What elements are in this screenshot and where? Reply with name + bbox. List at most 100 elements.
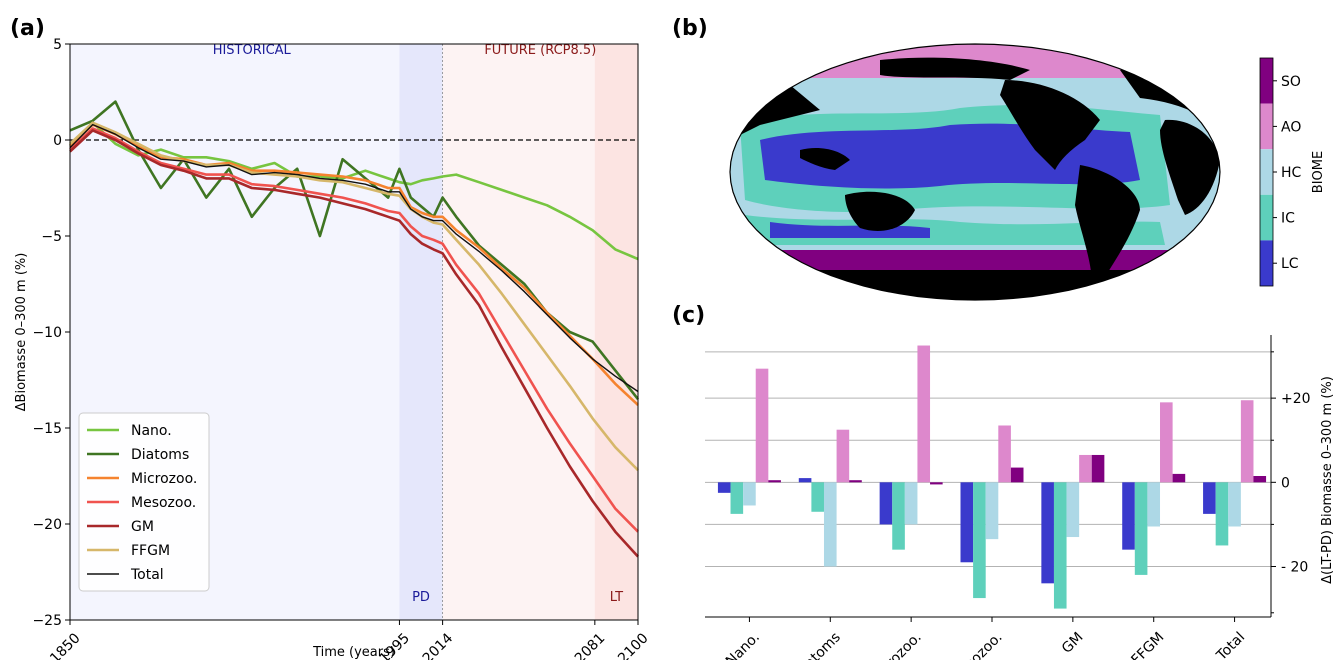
y-tick-label--5: −5 [41,229,62,245]
legend-label-mesozoo: Mesozoo. [131,495,196,511]
y-tick-label-5: 5 [53,37,62,53]
x-tick-label-mesozoo: Mesozoo. [948,629,1005,660]
y-tick-label-0: 0 [1281,475,1290,491]
bar-microzoo-hc [904,482,918,525]
legend-label-total: Total [130,567,164,583]
panel-b-biome-map: (b) SO AO HC IC LC BIOME [672,16,1326,301]
x-axis-ticks: Nano. Diatoms Microzoo. Mesozoo. GM FFGM Total [723,617,1248,660]
bar-microzoo-so [930,482,943,485]
bar-nano-lc [717,482,731,493]
bar-gm-ic [1053,482,1067,609]
x-tick-label-2081: 2081 [572,630,609,660]
colorbar-label-ao: AO [1281,119,1301,135]
colorbar-swatch-so [1260,58,1273,104]
annotation-lt: LT [610,590,623,605]
legend: Nano. Diatoms Microzoo. Mesozoo. GM FFGM Total [78,412,210,592]
y-tick-label-20: - 20 [1281,559,1308,575]
bar-diatoms-ao [836,429,850,483]
bar-microzoo-ic [892,482,905,550]
bar-mesozoo-so [1010,467,1024,483]
y-tick-label-20: +20 [1281,391,1311,407]
annotation-historical: HISTORICAL [213,43,292,58]
bar-mesozoo-lc [960,482,974,563]
bar-ffgm-hc [1147,482,1161,527]
bar-mesozoo-ao [998,425,1011,483]
panel-c-label: (c) [672,303,705,328]
colorbar-label: BIOME [1311,151,1326,193]
panel-b-label: (b) [672,16,708,41]
shading-pd [399,44,443,620]
maritime-asia-landmass [800,148,850,170]
series-line-gm [69,129,639,558]
bar-ffgm-ic [1134,482,1148,575]
legend-label-gm: GM [131,519,154,535]
world-map [730,44,1220,300]
bar-ffgm-ao [1160,402,1173,483]
bar-nano-ao [755,368,769,483]
x-tick-label-nano: Nano. [723,629,763,660]
bar-ffgm-lc [1122,482,1135,550]
bar-diatoms-ic [811,482,824,512]
y-axis-label: Δ(LT-PD) Biomasse 0–300 m (%) [1320,376,1333,584]
x-tick-label-2014: 2014 [420,630,457,660]
bar-total-so [1253,476,1267,483]
series-line-mesozoo [69,127,639,533]
x-axis-label: Time (years) [312,645,395,660]
bar-gm-so [1091,454,1105,483]
bar-gm-ao [1079,454,1092,483]
x-tick-label-diatoms: Diatoms [791,629,844,660]
legend-label-nano: Nano. [131,423,172,439]
bar-microzoo-lc [879,482,893,525]
x-tick-label-1850: 1850 [47,630,84,660]
south-america-landmass [1075,165,1140,285]
legend-label-diatoms: Diatoms [131,447,189,463]
period-annotations: HISTORICAL FUTURE (RCP8.5) PD LT [213,43,623,605]
bar-gm-hc [1066,482,1080,538]
y-axis-label: ΔBiomasse 0–300 m (%) [14,253,29,412]
colorbar-swatch-hc [1260,149,1273,195]
panel-c-bar-chart: (c) +20 0 - 20 Nano. Diatoms Microzoo. Mesozo… [672,303,1333,660]
colorbar-swatch-ao [1260,103,1273,150]
y-axis-ticks: 5 0 −5 −10 −15 −20 −25 [32,37,70,629]
colorbar-label-ic: IC [1281,211,1295,227]
bar-total-ao [1240,400,1254,483]
bars [717,345,1267,609]
colorbar-label-hc: HC [1281,165,1302,181]
arctic-landmass [880,57,1030,80]
africa-landmass [1160,119,1220,215]
y-tick-label--20: −20 [32,517,62,533]
series-line-ffgm [69,121,639,472]
bar-total-hc [1228,482,1241,527]
series-line-total [69,123,639,393]
biome-colorbar: SO AO HC IC LC [1259,57,1302,287]
bar-nano-ic [730,482,744,514]
panel-a-label: (a) [10,16,45,41]
bar-diatoms-hc [823,482,837,567]
x-tick-label-gm: GM [1059,629,1087,657]
colorbar-swatch-lc [1260,240,1273,286]
series-lines [69,100,640,558]
bar-total-lc [1203,482,1216,514]
series-line-nano [69,121,639,261]
colorbar-label-so: SO [1281,74,1301,90]
colorbar-frame [1259,57,1274,287]
annotation-pd: PD [412,590,430,605]
y-tick-label--15: −15 [32,421,62,437]
bar-diatoms-lc [798,478,812,483]
y-tick-label-0: 0 [53,133,62,149]
bar-mesozoo-hc [985,482,999,540]
bar-diatoms-so [849,480,862,483]
x-tick-label-2100: 2100 [615,630,652,660]
bar-mesozoo-ic [973,482,986,599]
annotation-future-rcp8-5: FUTURE (RCP8.5) [484,43,596,58]
colorbar-label-lc: LC [1281,256,1299,272]
legend-label-microzoo: Microzoo. [131,471,197,487]
legend-label-ffgm: FFGM [131,543,170,559]
australia-landmass [845,191,915,231]
y-tick-label--25: −25 [32,613,62,629]
legend-box [78,412,210,592]
x-tick-label-microzoo: Microzoo. [867,629,925,660]
bar-total-ic [1215,482,1229,546]
bar-microzoo-ao [917,345,931,483]
